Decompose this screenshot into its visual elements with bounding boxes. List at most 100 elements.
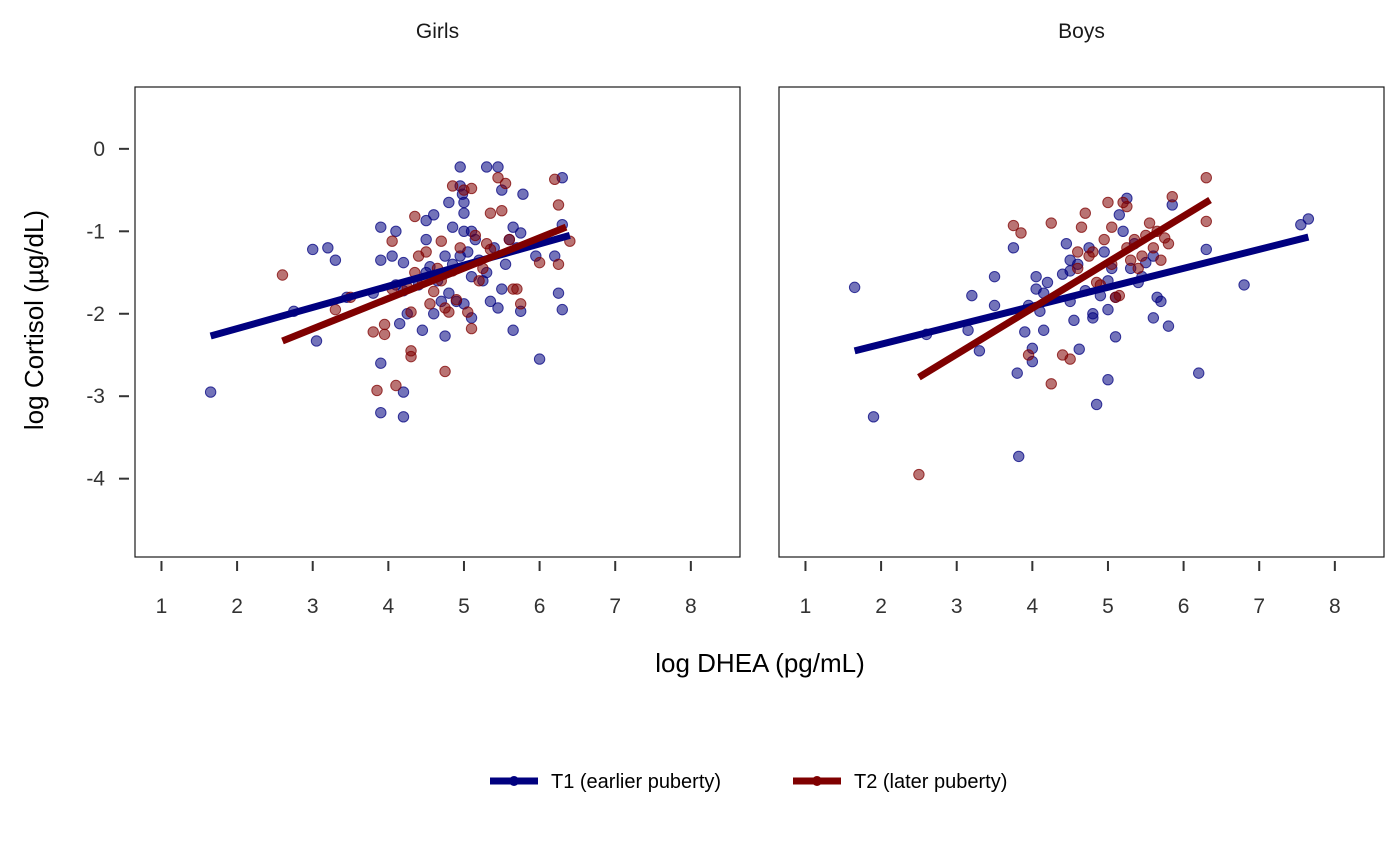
scatter-point [322,242,334,254]
scatter-point [439,250,451,262]
scatter-point [420,214,432,227]
scatter-point [1102,374,1114,386]
scatter-point [533,256,546,269]
scatter-point [446,180,459,192]
scatter-point [1013,450,1025,463]
scatter-point [1075,221,1088,233]
scatter-point [428,308,440,320]
scatter-point [556,303,568,316]
scatter-point [428,285,440,298]
scatter-point [1295,219,1307,231]
scatter-point [439,365,451,378]
scatter-point [1019,326,1031,338]
scatter-point [1037,324,1050,336]
x-tick-label: 1 [156,595,168,618]
scatter-point [405,350,417,363]
scatter-point [988,270,1001,283]
scatter-point [492,161,504,173]
scatter-point [1193,367,1205,379]
scatter-point [1124,254,1137,266]
scatter-point [1098,233,1110,246]
scatter-point [397,256,410,269]
scatter-point [1238,279,1250,291]
scatter-point [443,196,455,209]
scatter-point [484,295,497,308]
scatter-point [1041,276,1054,289]
scatter-point [462,306,474,318]
scatter-point [420,246,432,258]
axis-titles: log Cortisol (µg/dL) log DHEA (pg/mL) [19,210,865,678]
scatter-point [378,328,391,341]
scatter-point [450,294,463,306]
scatter-point [1073,343,1085,355]
facet-title-boys: Boys [1058,20,1105,43]
scatter-point [1007,219,1020,232]
x-tick-label: 5 [1102,595,1114,618]
scatter-point [492,172,504,184]
scatter-point [1200,215,1212,228]
scatter-point [458,207,470,219]
scatter-point [1106,221,1118,233]
scatter-point [1302,213,1315,225]
panel-frame [778,86,1385,558]
legend-item: T1 (earlier puberty) [490,771,721,793]
scatter-point [435,235,447,247]
scatter-point [443,306,455,318]
scatter-point [454,161,466,173]
scatter-point [1087,246,1099,258]
scatter-point [1132,262,1144,275]
x-tick-label: 5 [458,595,470,618]
legend-label: T1 (earlier puberty) [551,771,721,793]
scatter-point [390,379,402,392]
scatter-point [397,411,410,423]
scatter-point [496,283,508,295]
fit-line [281,223,568,345]
scatter-point [386,250,398,262]
scatter-point [443,287,455,299]
facet-title-girls: Girls [416,20,459,43]
fit-lines-boys [853,196,1310,381]
scatter-point [1113,289,1126,302]
panel-girls: Girls 1 2 3 4 5 6 7 8 0 -1 -2 -3 -4 [86,20,741,618]
scatter-point [386,235,398,247]
scatter-point [428,209,440,221]
scatter-point [1045,217,1057,229]
scatter-point [552,287,565,299]
scatter-point [1011,367,1023,379]
scatter-point [371,384,383,397]
x-tick-label: 6 [1178,595,1190,618]
scatter-point [1117,225,1129,237]
scatter-point [1162,320,1175,332]
y-tick-label: -2 [86,303,105,326]
scatter-point [375,221,387,233]
scatter-point [204,386,217,398]
scatter-point [1147,242,1160,254]
scatter-point [1060,237,1073,250]
scatter-point [848,281,861,294]
scatter-point [1200,243,1212,256]
scatter-point [533,353,546,365]
scatter-point [492,302,504,314]
scatter-point [367,326,379,338]
scatter-point [552,258,565,270]
scatter-point [1064,353,1076,365]
x-tick-label: 8 [685,595,697,618]
scatter-point [469,229,482,242]
x-tick-label: 4 [1027,595,1039,618]
scatter-point [1162,237,1175,250]
scatter-point [503,233,516,246]
scatter-point [1015,227,1027,239]
scatter-point [446,221,459,233]
scatter-point [988,299,1001,312]
scatter-point [1030,270,1042,283]
scatter-point [439,330,451,342]
x-tick-label: 1 [800,595,812,618]
fit-lines-girls [209,223,571,345]
scatter-point [393,317,406,330]
scatter-point [409,210,421,223]
x-tick-label: 3 [307,595,319,618]
scatter-point [514,227,527,239]
scatter-point [1113,209,1126,221]
x-tick-label: 6 [534,595,546,618]
